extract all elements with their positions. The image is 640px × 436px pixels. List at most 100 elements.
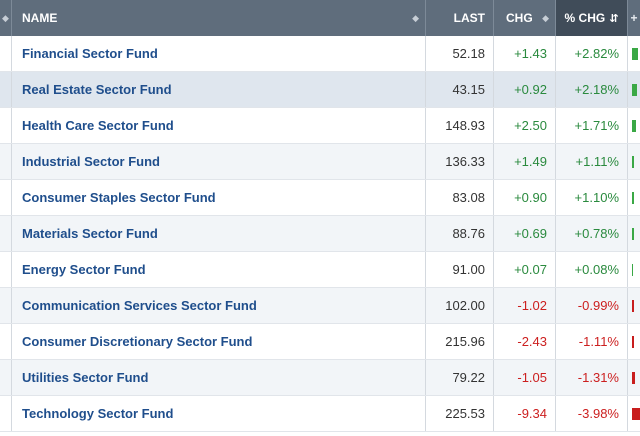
last-price-cell: 225.53	[426, 396, 494, 431]
change-cell: +0.92	[494, 72, 556, 107]
change-value: +0.69	[514, 226, 547, 241]
fund-name-cell: Materials Sector Fund	[12, 216, 426, 251]
row-grip	[0, 252, 12, 287]
pct-change-value: +0.78%	[574, 226, 619, 241]
fund-name-link[interactable]: Real Estate Sector Fund	[22, 82, 172, 97]
change-bar-cell	[628, 216, 640, 251]
table-row[interactable]: Real Estate Sector Fund 43.15 +0.92 +2.18%	[0, 72, 640, 108]
change-cell: +0.69	[494, 216, 556, 251]
last-price: 136.33	[445, 154, 485, 169]
pct-change-cell: +1.71%	[556, 108, 628, 143]
column-header-name[interactable]: NAME ◆	[12, 0, 426, 36]
change-bar	[632, 264, 633, 276]
change-cell: -1.02	[494, 288, 556, 323]
pct-change-cell: +2.18%	[556, 72, 628, 107]
fund-name-cell: Consumer Staples Sector Fund	[12, 180, 426, 215]
change-bar	[632, 228, 634, 240]
fund-name-link[interactable]: Utilities Sector Fund	[22, 370, 149, 385]
fund-name-cell: Consumer Discretionary Sector Fund	[12, 324, 426, 359]
change-cell: -9.34	[494, 396, 556, 431]
change-value: -9.34	[517, 406, 547, 421]
row-grip	[0, 144, 12, 179]
fund-name-link[interactable]: Consumer Discretionary Sector Fund	[22, 334, 253, 349]
last-price-cell: 102.00	[426, 288, 494, 323]
fund-name-cell: Health Care Sector Fund	[12, 108, 426, 143]
fund-name-cell: Industrial Sector Fund	[12, 144, 426, 179]
table-row[interactable]: Financial Sector Fund 52.18 +1.43 +2.82%	[0, 36, 640, 72]
change-bar-cell	[628, 72, 640, 107]
last-price: 215.96	[445, 334, 485, 349]
header-grip[interactable]: ◆	[0, 0, 12, 36]
row-grip	[0, 180, 12, 215]
pct-change-value: -0.99%	[577, 298, 619, 313]
column-header-name-label: NAME	[22, 11, 58, 25]
pct-change-cell: -1.31%	[556, 360, 628, 395]
table-row[interactable]: Consumer Discretionary Sector Fund 215.96…	[0, 324, 640, 360]
table-row[interactable]: Communication Services Sector Fund 102.00…	[0, 288, 640, 324]
change-cell: +1.49	[494, 144, 556, 179]
change-cell: +0.90	[494, 180, 556, 215]
last-price-cell: 43.15	[426, 72, 494, 107]
fund-name-cell: Technology Sector Fund	[12, 396, 426, 431]
last-price-cell: 79.22	[426, 360, 494, 395]
change-value: -1.05	[517, 370, 547, 385]
pct-change-value: +0.08%	[574, 262, 619, 277]
plus-icon: +	[630, 11, 638, 25]
change-value: +1.49	[514, 154, 547, 169]
last-price: 83.08	[452, 190, 485, 205]
change-cell: -2.43	[494, 324, 556, 359]
change-value: +0.07	[514, 262, 547, 277]
pct-change-value: -1.31%	[577, 370, 619, 385]
last-price-cell: 83.08	[426, 180, 494, 215]
change-bar	[632, 84, 637, 96]
fund-name-link[interactable]: Materials Sector Fund	[22, 226, 158, 241]
pct-change-value: +1.71%	[574, 118, 619, 133]
sort-arrows-icon: ◆	[412, 12, 419, 23]
change-bar-cell	[628, 252, 640, 287]
change-bar	[632, 48, 638, 60]
fund-name-link[interactable]: Industrial Sector Fund	[22, 154, 160, 169]
table-body: Financial Sector Fund 52.18 +1.43 +2.82% Rea…	[0, 36, 640, 432]
table-row[interactable]: Industrial Sector Fund 136.33 +1.49 +1.11%	[0, 144, 640, 180]
last-price: 225.53	[445, 406, 485, 421]
change-bar	[632, 300, 634, 312]
fund-name-cell: Utilities Sector Fund	[12, 360, 426, 395]
change-bar-cell	[628, 360, 640, 395]
fund-name-link[interactable]: Financial Sector Fund	[22, 46, 158, 61]
column-header-more[interactable]: +	[628, 0, 640, 36]
change-bar	[632, 156, 634, 168]
pct-change-cell: -0.99%	[556, 288, 628, 323]
column-header-chg[interactable]: CHG ◆	[494, 0, 556, 36]
row-grip	[0, 108, 12, 143]
pct-change-value: -1.11%	[578, 334, 619, 349]
last-price-cell: 215.96	[426, 324, 494, 359]
change-cell: +2.50	[494, 108, 556, 143]
pct-change-cell: -3.98%	[556, 396, 628, 431]
pct-change-value: +1.10%	[574, 190, 619, 205]
column-header-last[interactable]: LAST	[426, 0, 494, 36]
pct-change-cell: +0.78%	[556, 216, 628, 251]
table-row[interactable]: Health Care Sector Fund 148.93 +2.50 +1.71%	[0, 108, 640, 144]
pct-change-value: +2.18%	[574, 82, 619, 97]
table-row[interactable]: Utilities Sector Fund 79.22 -1.05 -1.31%	[0, 360, 640, 396]
fund-name-link[interactable]: Technology Sector Fund	[22, 406, 174, 421]
change-value: +2.50	[514, 118, 547, 133]
table-row[interactable]: Energy Sector Fund 91.00 +0.07 +0.08%	[0, 252, 640, 288]
column-header-pct-chg[interactable]: % CHG ⇵	[556, 0, 628, 36]
fund-name-link[interactable]: Health Care Sector Fund	[22, 118, 174, 133]
table-row[interactable]: Materials Sector Fund 88.76 +0.69 +0.78%	[0, 216, 640, 252]
table-row[interactable]: Consumer Staples Sector Fund 83.08 +0.90 +1…	[0, 180, 640, 216]
fund-name-link[interactable]: Consumer Staples Sector Fund	[22, 190, 216, 205]
change-bar	[632, 372, 635, 384]
last-price: 88.76	[452, 226, 485, 241]
last-price: 52.18	[452, 46, 485, 61]
row-grip	[0, 360, 12, 395]
pct-change-value: +2.82%	[574, 46, 619, 61]
fund-name-link[interactable]: Energy Sector Fund	[22, 262, 146, 277]
change-bar-cell	[628, 324, 640, 359]
pct-change-cell: +0.08%	[556, 252, 628, 287]
table-row[interactable]: Technology Sector Fund 225.53 -9.34 -3.98%	[0, 396, 640, 432]
table-header: ◆ NAME ◆ LAST CHG ◆ % CHG ⇵ +	[0, 0, 640, 36]
row-grip	[0, 288, 12, 323]
fund-name-link[interactable]: Communication Services Sector Fund	[22, 298, 257, 313]
